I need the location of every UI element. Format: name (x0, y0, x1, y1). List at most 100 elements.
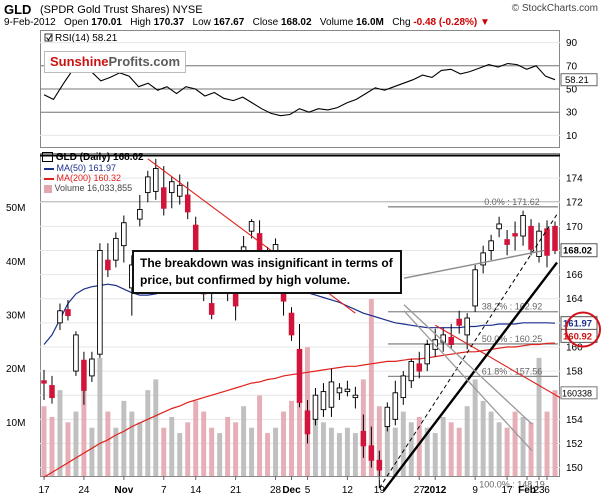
x-tick-label: 12 (342, 485, 354, 496)
volume-bar (153, 379, 159, 476)
volume-bar (249, 427, 255, 476)
candle-body (57, 310, 63, 324)
price-tick-label: 154 (566, 415, 583, 426)
volume-bar (121, 400, 127, 476)
candle-body (384, 406, 391, 428)
fib-label: 0.0% : 171.62 (484, 197, 540, 207)
callout-pointer-lower (403, 310, 533, 452)
volume-bar (368, 298, 374, 476)
price-tick-label: 150 (566, 463, 583, 474)
x-tick-label: 5 (305, 485, 311, 496)
x-tick-label: Dec (282, 485, 301, 496)
x-tick-label: 28 (270, 485, 282, 496)
volume-bar (65, 422, 71, 476)
x-tick-label: 9 (472, 485, 478, 496)
volume-bar (145, 390, 151, 476)
ma200-swatch-icon (44, 177, 54, 180)
volume-bar (177, 433, 183, 476)
x-tick-label: Feb (518, 485, 536, 496)
ma50-badge-text: 161.97 (563, 319, 592, 330)
volume-bar (217, 433, 223, 476)
volume-bar (352, 433, 358, 476)
candle-body (168, 181, 175, 194)
price-tick-label: 174 (566, 174, 583, 185)
candle-body (105, 259, 111, 271)
volume-bar (464, 406, 470, 476)
x-tick-label: 17 (38, 485, 50, 496)
volume-bar (241, 406, 247, 476)
candle-body (488, 240, 494, 251)
volume-bar (129, 411, 135, 476)
open-label: Open (64, 17, 89, 28)
annotation-callout: The breakdown was insignificant in terms… (132, 250, 402, 294)
candle-body (376, 459, 383, 471)
candle-body (528, 225, 534, 250)
price-tick-label: 158 (566, 367, 583, 378)
candle-body (208, 303, 215, 315)
volume-tick-label: 40M (6, 257, 25, 268)
candle-body (49, 385, 55, 399)
candle-body (456, 318, 462, 326)
volume-tick-label: 50M (6, 203, 25, 214)
candle-body (472, 269, 478, 307)
candle-body (448, 336, 454, 345)
price-layer: 1741721701681661641621601581561541521505… (6, 158, 583, 489)
lower-trendline (434, 324, 561, 399)
volume-bar (57, 390, 63, 476)
legend-ma200-text: MA(200) 160.32 (56, 173, 122, 183)
volume-bar (520, 416, 526, 476)
candle-body (73, 334, 79, 372)
rsi-current-badge (560, 73, 598, 87)
candle-body (153, 168, 159, 192)
price-stats: 9-Feb-2012 Open 170.01 High 170.37 Low 1… (4, 17, 490, 28)
volume-bar (73, 411, 79, 476)
price-tick-label: 160 (566, 342, 583, 353)
close-price-badge (560, 243, 598, 258)
chart-credit: © StockCharts.com (511, 3, 598, 14)
volume-bar (408, 422, 414, 476)
volume-bar (480, 400, 486, 476)
low-value: 167.67 (213, 17, 245, 28)
candle-body (400, 375, 407, 399)
candle-body (320, 391, 327, 411)
volume-bar (544, 411, 550, 476)
volume-bar (320, 422, 326, 476)
volume-bar (496, 422, 502, 476)
volume-bar (336, 433, 342, 476)
rsi-tick-label: 10 (566, 131, 578, 142)
x-tick-label: 14 (190, 485, 202, 496)
rsi-checkbox-icon[interactable] (44, 33, 53, 42)
candle-body (137, 209, 143, 220)
fib-label: 38.2% : 162.92 (482, 302, 543, 312)
candle-body (248, 221, 255, 232)
candle-body (408, 360, 415, 382)
close-value: 168.02 (280, 17, 312, 28)
rsi-current-badge-text: 58.21 (565, 75, 589, 86)
chg-label: Chg (392, 17, 411, 28)
volume-bar (289, 400, 294, 476)
volume-bar (312, 411, 318, 476)
volume-bar (281, 411, 287, 476)
volume-bar (49, 416, 55, 476)
volume-badge-text: 160338 (562, 388, 592, 398)
volume-bar (97, 357, 103, 476)
candle-body (416, 363, 423, 372)
price-tick-label: 172 (566, 198, 583, 209)
volume-bar (424, 427, 430, 476)
volume-bar (89, 427, 95, 476)
candle-body (161, 187, 167, 209)
ma50-swatch-icon (44, 167, 54, 170)
x-tick-label: Nov (114, 485, 133, 496)
price-tick-label: 166 (566, 270, 583, 281)
price-tick-label: 170 (566, 222, 583, 233)
x-tick-label: 24 (78, 485, 90, 496)
price-legend-title-text: GLD (Daily) 168.02 (55, 152, 144, 163)
volume-bar (456, 427, 462, 476)
candle-body (65, 309, 71, 317)
volume-bar (376, 406, 382, 476)
volume-bar (416, 416, 422, 476)
dashed-support-line (378, 214, 558, 489)
price-tick-label: 164 (566, 294, 583, 305)
rsi-tick-label: 30 (566, 108, 578, 119)
highlight-circle (565, 311, 601, 348)
